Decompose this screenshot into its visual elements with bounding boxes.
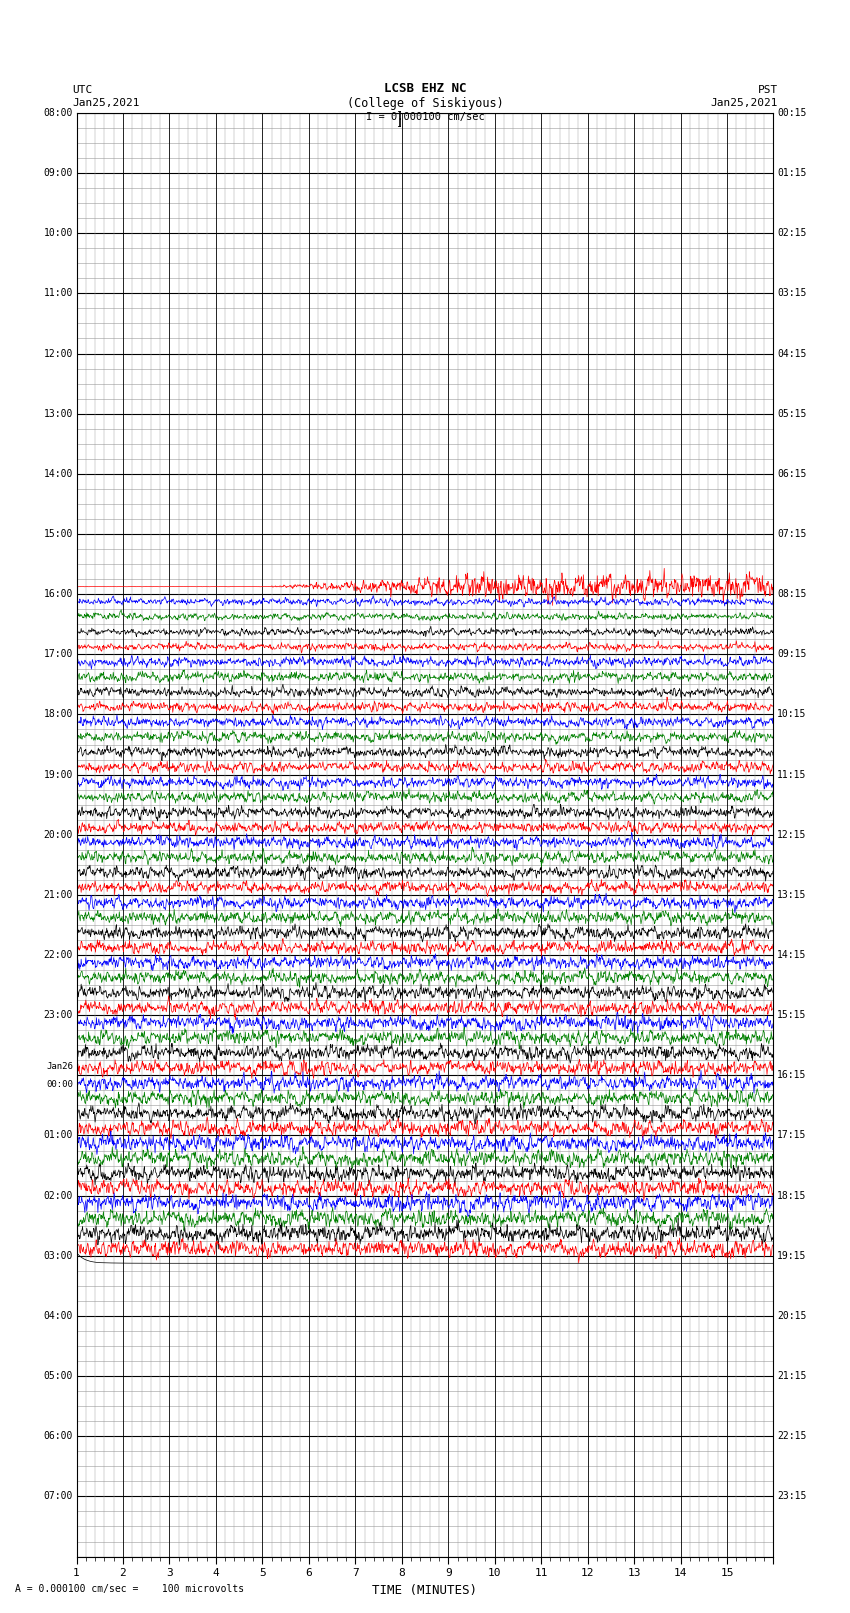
Text: PST: PST <box>757 85 778 95</box>
Text: 15:15: 15:15 <box>777 1010 807 1019</box>
Text: 00:00: 00:00 <box>46 1079 73 1089</box>
Text: 10:15: 10:15 <box>777 710 807 719</box>
Text: 06:15: 06:15 <box>777 469 807 479</box>
Text: 01:00: 01:00 <box>43 1131 73 1140</box>
Text: 02:00: 02:00 <box>43 1190 73 1200</box>
Text: 09:00: 09:00 <box>43 168 73 177</box>
Text: 20:00: 20:00 <box>43 829 73 840</box>
Text: 15:00: 15:00 <box>43 529 73 539</box>
X-axis label: TIME (MINUTES): TIME (MINUTES) <box>372 1584 478 1597</box>
Text: 13:00: 13:00 <box>43 408 73 419</box>
Text: 20:15: 20:15 <box>777 1311 807 1321</box>
Text: 12:15: 12:15 <box>777 829 807 840</box>
Text: 12:00: 12:00 <box>43 348 73 358</box>
Text: 21:00: 21:00 <box>43 890 73 900</box>
Text: LCSB EHZ NC: LCSB EHZ NC <box>383 82 467 95</box>
Text: 11:00: 11:00 <box>43 289 73 298</box>
Text: 14:15: 14:15 <box>777 950 807 960</box>
Text: 00:15: 00:15 <box>777 108 807 118</box>
Text: 13:15: 13:15 <box>777 890 807 900</box>
Text: 11:15: 11:15 <box>777 769 807 779</box>
Text: 17:15: 17:15 <box>777 1131 807 1140</box>
Text: Jan25,2021: Jan25,2021 <box>72 98 139 108</box>
Text: 18:00: 18:00 <box>43 710 73 719</box>
Text: 07:00: 07:00 <box>43 1492 73 1502</box>
Text: 03:00: 03:00 <box>43 1250 73 1261</box>
Text: 19:15: 19:15 <box>777 1250 807 1261</box>
Text: 06:00: 06:00 <box>43 1431 73 1442</box>
Text: 22:15: 22:15 <box>777 1431 807 1442</box>
Text: 22:00: 22:00 <box>43 950 73 960</box>
Text: 14:00: 14:00 <box>43 469 73 479</box>
Text: 18:15: 18:15 <box>777 1190 807 1200</box>
Text: 07:15: 07:15 <box>777 529 807 539</box>
Text: 05:00: 05:00 <box>43 1371 73 1381</box>
Text: I = 0.000100 cm/sec: I = 0.000100 cm/sec <box>366 111 484 123</box>
Text: A = 0.000100 cm/sec =    100 microvolts: A = 0.000100 cm/sec = 100 microvolts <box>15 1584 245 1594</box>
Text: 10:00: 10:00 <box>43 227 73 239</box>
Text: 08:15: 08:15 <box>777 589 807 598</box>
Text: 08:00: 08:00 <box>43 108 73 118</box>
Text: (College of Siskiyous): (College of Siskiyous) <box>347 97 503 110</box>
Text: UTC: UTC <box>72 85 93 95</box>
Text: 01:15: 01:15 <box>777 168 807 177</box>
Text: 17:00: 17:00 <box>43 650 73 660</box>
Text: Jan25,2021: Jan25,2021 <box>711 98 778 108</box>
Text: 16:15: 16:15 <box>777 1071 807 1081</box>
Text: 04:00: 04:00 <box>43 1311 73 1321</box>
Text: 21:15: 21:15 <box>777 1371 807 1381</box>
Text: 05:15: 05:15 <box>777 408 807 419</box>
Text: 19:00: 19:00 <box>43 769 73 779</box>
Text: 23:15: 23:15 <box>777 1492 807 1502</box>
Text: 16:00: 16:00 <box>43 589 73 598</box>
Text: 04:15: 04:15 <box>777 348 807 358</box>
Text: 23:00: 23:00 <box>43 1010 73 1019</box>
Text: Jan26: Jan26 <box>46 1061 73 1071</box>
Text: 09:15: 09:15 <box>777 650 807 660</box>
Text: 03:15: 03:15 <box>777 289 807 298</box>
Text: 02:15: 02:15 <box>777 227 807 239</box>
